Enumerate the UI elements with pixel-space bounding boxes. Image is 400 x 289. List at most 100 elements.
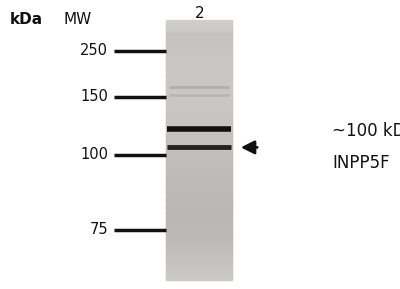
Bar — [166, 101, 232, 102]
Bar — [166, 86, 232, 87]
Bar — [166, 44, 232, 45]
Bar — [166, 231, 232, 233]
Bar — [166, 226, 232, 227]
Bar — [166, 223, 232, 224]
Bar — [166, 186, 232, 188]
Bar — [166, 45, 232, 46]
Bar — [166, 192, 232, 193]
Bar — [166, 41, 232, 42]
Text: 100: 100 — [80, 147, 108, 162]
Bar — [166, 150, 232, 151]
Bar — [166, 68, 232, 69]
Text: 2: 2 — [194, 5, 204, 21]
Bar — [166, 239, 232, 240]
Bar — [166, 211, 232, 212]
Bar — [166, 234, 232, 235]
Bar — [166, 200, 232, 201]
Bar — [166, 212, 232, 213]
Bar — [166, 28, 232, 29]
Bar — [166, 276, 232, 277]
Bar — [166, 218, 232, 220]
Bar — [166, 20, 232, 21]
Bar — [166, 123, 232, 124]
Bar — [166, 221, 232, 222]
Bar — [166, 140, 232, 142]
Bar — [166, 205, 232, 207]
Bar — [166, 249, 232, 250]
Bar — [166, 34, 232, 35]
Bar — [166, 58, 232, 59]
Bar — [166, 260, 232, 261]
Bar — [166, 237, 232, 238]
Bar — [166, 108, 232, 109]
Bar — [166, 72, 232, 73]
Bar — [166, 22, 232, 23]
Bar — [166, 140, 232, 141]
Bar — [166, 119, 232, 120]
Bar — [166, 125, 232, 126]
Bar — [166, 51, 232, 52]
Bar — [166, 222, 232, 223]
Text: 150: 150 — [80, 89, 108, 104]
Bar — [166, 185, 232, 186]
Bar — [166, 87, 232, 88]
Bar — [166, 267, 232, 268]
Bar — [166, 156, 232, 157]
Bar — [166, 191, 232, 192]
Bar — [166, 209, 232, 210]
Bar — [166, 215, 232, 216]
Bar — [166, 187, 232, 188]
Bar — [166, 172, 232, 173]
Bar — [166, 107, 232, 108]
Text: 75: 75 — [89, 222, 108, 237]
Bar — [166, 98, 232, 99]
Bar — [166, 122, 232, 123]
Bar — [166, 48, 232, 49]
Bar — [166, 204, 232, 205]
Bar — [166, 61, 232, 62]
Bar — [166, 153, 232, 154]
Bar — [166, 77, 232, 78]
Bar — [166, 275, 232, 276]
Bar — [166, 205, 232, 206]
Bar — [166, 131, 232, 132]
Text: ~100 kDa: ~100 kDa — [332, 123, 400, 140]
Bar — [166, 244, 232, 245]
Bar — [166, 101, 232, 103]
Bar — [166, 141, 232, 142]
Bar — [166, 35, 232, 36]
Bar — [166, 106, 232, 107]
Bar — [166, 151, 232, 152]
Bar — [166, 59, 232, 60]
Bar — [166, 264, 232, 266]
Bar — [166, 111, 232, 112]
Bar — [166, 146, 232, 147]
Bar — [166, 246, 232, 247]
Bar — [166, 79, 232, 80]
Bar — [166, 69, 232, 71]
Bar — [166, 273, 232, 274]
Bar — [166, 173, 232, 174]
Bar — [166, 177, 232, 178]
Bar — [166, 52, 232, 53]
Bar — [166, 67, 232, 68]
Bar — [166, 269, 232, 270]
Bar — [166, 75, 232, 77]
Bar — [166, 253, 232, 254]
Bar — [166, 244, 232, 246]
Bar — [166, 232, 232, 234]
Bar — [166, 40, 232, 41]
Bar — [166, 231, 232, 232]
Bar — [166, 85, 232, 86]
Bar — [166, 152, 232, 153]
Bar — [166, 220, 232, 221]
Bar — [166, 268, 232, 269]
Bar — [166, 62, 232, 64]
Bar — [166, 171, 232, 172]
Bar — [166, 198, 232, 199]
Bar — [166, 148, 232, 149]
Bar — [166, 143, 232, 144]
Bar — [166, 37, 232, 38]
Bar — [166, 178, 232, 179]
Bar — [166, 238, 232, 239]
